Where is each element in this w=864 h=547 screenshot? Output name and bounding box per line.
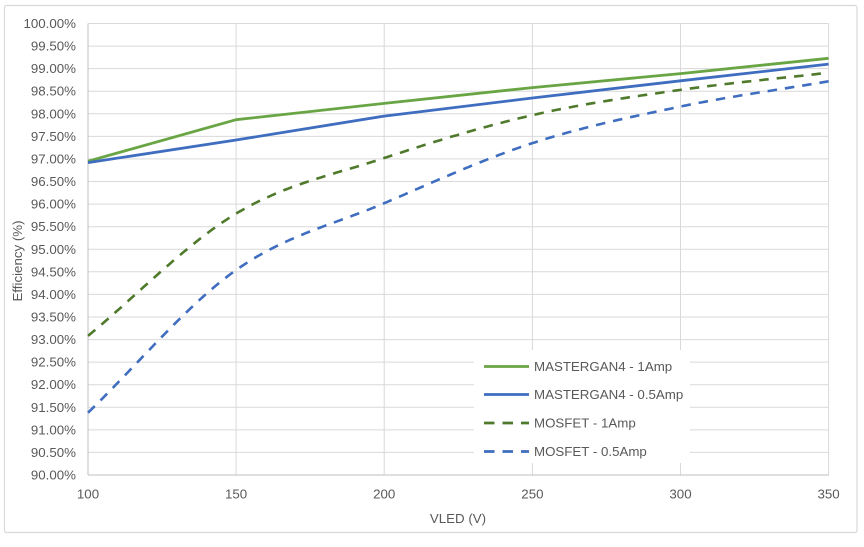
svg-text:96.00%: 96.00% — [31, 197, 76, 212]
svg-text:90.00%: 90.00% — [31, 468, 76, 483]
svg-text:93.50%: 93.50% — [31, 310, 76, 325]
svg-text:98.50%: 98.50% — [31, 84, 76, 99]
svg-text:350: 350 — [818, 487, 840, 502]
svg-text:99.00%: 99.00% — [31, 61, 76, 76]
svg-text:250: 250 — [521, 487, 543, 502]
svg-text:91.00%: 91.00% — [31, 422, 76, 437]
svg-text:92.00%: 92.00% — [31, 377, 76, 392]
svg-text:200: 200 — [373, 487, 395, 502]
svg-text:97.00%: 97.00% — [31, 151, 76, 166]
svg-text:300: 300 — [669, 487, 691, 502]
svg-text:94.00%: 94.00% — [31, 287, 76, 302]
svg-text:95.00%: 95.00% — [31, 242, 76, 257]
svg-text:93.00%: 93.00% — [31, 332, 76, 347]
svg-text:VLED (V): VLED (V) — [430, 511, 486, 526]
svg-text:150: 150 — [225, 487, 247, 502]
svg-text:MASTERGAN4 - 0.5Amp: MASTERGAN4 - 0.5Amp — [534, 387, 683, 402]
svg-text:100: 100 — [77, 487, 99, 502]
svg-text:95.50%: 95.50% — [31, 219, 76, 234]
svg-text:Efficiency (%): Efficiency (%) — [10, 220, 25, 301]
svg-text:94.50%: 94.50% — [31, 264, 76, 279]
svg-text:99.50%: 99.50% — [31, 39, 76, 54]
svg-text:100.00%: 100.00% — [24, 16, 77, 31]
svg-text:97.50%: 97.50% — [31, 129, 76, 144]
svg-text:MASTERGAN4 - 1Amp: MASTERGAN4 - 1Amp — [534, 359, 672, 374]
svg-text:92.50%: 92.50% — [31, 355, 76, 370]
svg-text:90.50%: 90.50% — [31, 445, 76, 460]
svg-text:96.50%: 96.50% — [31, 174, 76, 189]
svg-text:91.50%: 91.50% — [31, 400, 76, 415]
svg-text:MOSFET - 0.5Amp: MOSFET - 0.5Amp — [534, 444, 647, 459]
svg-text:98.00%: 98.00% — [31, 106, 76, 121]
svg-text:MOSFET - 1Amp: MOSFET - 1Amp — [534, 416, 636, 431]
